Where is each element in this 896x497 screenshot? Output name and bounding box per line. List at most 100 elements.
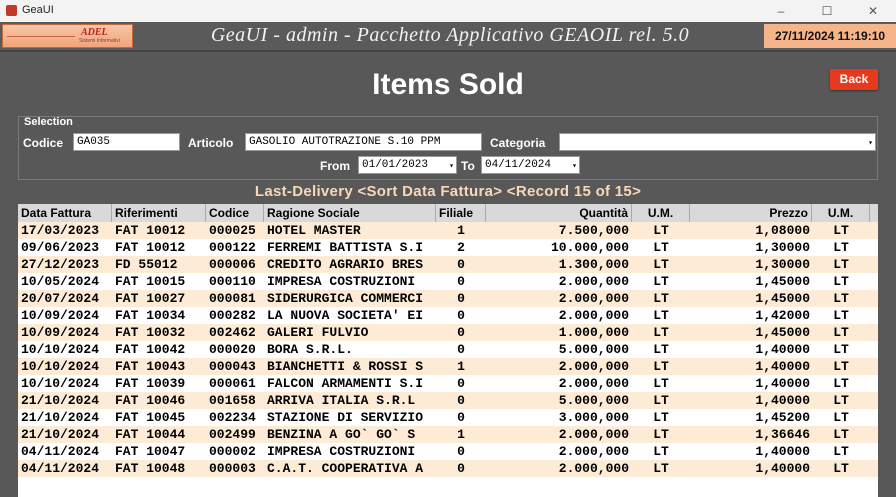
cell-um-quantita: LT (653, 325, 669, 340)
cell-um-prezzo: LT (833, 376, 849, 391)
cell-riferimenti: FAT 10012 (115, 223, 186, 238)
table-row[interactable]: 10/09/2024 FAT 10034 000282 LA NUOVA SOCIET… (18, 307, 878, 324)
cell-filiale: 0 (457, 291, 465, 306)
cell-um-prezzo: LT (833, 325, 849, 340)
cell-quantita: 5.000,000 (558, 342, 629, 357)
table-body: 17/03/2023 FAT 10012 000025 HOTEL MASTER 1 7.… (18, 222, 878, 477)
table-row[interactable]: 04/11/2024 FAT 10047 000002 IMPRESA COSTRUZ… (18, 443, 878, 460)
categoria-label: Categoria (490, 136, 546, 150)
chevron-down-icon[interactable]: ▾ (868, 139, 873, 148)
cell-riferimenti: FAT 10032 (115, 325, 186, 340)
table-row[interactable]: 10/10/2024 FAT 10039 000061 FALCON ARMAMENT… (18, 375, 878, 392)
back-button[interactable]: Back (830, 69, 878, 90)
cell-codice: 000002 (209, 444, 256, 459)
table-row[interactable]: 10/09/2024 FAT 10032 002462 GALERI FULVIO 0 1… (18, 324, 878, 341)
table-row[interactable]: 04/11/2024 FAT 10048 000003 C.A.T. COOPERAT… (18, 460, 878, 477)
cell-ragione-sociale: IMPRESA COSTRUZIONI (267, 444, 416, 459)
cell-prezzo: 1,40000 (755, 461, 810, 476)
to-label: To (461, 159, 475, 173)
cell-quantita: 2.000,000 (558, 427, 629, 442)
maximize-button[interactable]: ☐ (821, 4, 833, 18)
cell-um-prezzo: LT (833, 291, 849, 306)
cell-filiale: 0 (457, 257, 465, 272)
col-header-codice[interactable]: Codice (206, 204, 264, 222)
col-header-prezzo[interactable]: Prezzo (690, 204, 812, 222)
from-date-picker[interactable]: 01/01/2023 ▾ (358, 156, 457, 174)
cell-riferimenti: FAT 10012 (115, 240, 186, 255)
table-row[interactable]: 17/03/2023 FAT 10012 000025 HOTEL MASTER 1 7.… (18, 222, 878, 239)
cell-riferimenti: FAT 10046 (115, 393, 186, 408)
table-row[interactable]: 21/10/2024 FAT 10045 002234 STAZIONE DI SER… (18, 409, 878, 426)
app-icon (6, 5, 17, 16)
cell-um-quantita: LT (653, 427, 669, 442)
cell-um-quantita: LT (653, 308, 669, 323)
cell-um-prezzo: LT (833, 461, 849, 476)
cell-prezzo: 1,40000 (755, 393, 810, 408)
cell-quantita: 2.000,000 (558, 291, 629, 306)
cell-data-fattura: 21/10/2024 (21, 410, 100, 425)
cell-data-fattura: 10/09/2024 (21, 325, 100, 340)
cell-filiale: 1 (457, 223, 465, 238)
minimize-button[interactable]: – (777, 4, 785, 18)
cell-ragione-sociale: HOTEL MASTER (267, 223, 361, 238)
cell-prezzo: 1,45000 (755, 291, 810, 306)
selection-legend: Selection (24, 116, 73, 128)
table-row[interactable]: 21/10/2024 FAT 10044 002499 BENZINA A GO` G… (18, 426, 878, 443)
cell-um-quantita: LT (653, 223, 669, 238)
table-row[interactable]: 10/05/2024 FAT 10015 000110 IMPRESA COSTRUZ… (18, 273, 878, 290)
cell-riferimenti: FAT 10027 (115, 291, 186, 306)
cell-codice: 000081 (209, 291, 256, 306)
table-row[interactable]: 20/07/2024 FAT 10027 000081 SIDERURGICA COM… (18, 290, 878, 307)
cell-prezzo: 1,30000 (755, 257, 810, 272)
col-header-um-quantita[interactable]: U.M. (632, 204, 690, 222)
cell-um-prezzo: LT (833, 427, 849, 442)
col-header-filiale[interactable]: Filiale (436, 204, 486, 222)
cell-quantita: 2.000,000 (558, 274, 629, 289)
cell-um-quantita: LT (653, 461, 669, 476)
col-header-um-prezzo[interactable]: U.M. (812, 204, 870, 222)
cell-um-prezzo: LT (833, 342, 849, 357)
cell-ragione-sociale: FERREMI BATTISTA S.I (267, 240, 424, 255)
cell-um-prezzo: LT (833, 444, 849, 459)
cell-codice: 002499 (209, 427, 256, 442)
cell-data-fattura: 10/10/2024 (21, 376, 100, 391)
cell-riferimenti: FAT 10048 (115, 461, 186, 476)
col-header-ragione-sociale[interactable]: Ragione Sociale (264, 204, 436, 222)
cell-quantita: 5.000,000 (558, 393, 629, 408)
company-logo: ADEL Sistemi Informativi (2, 24, 133, 48)
table-row[interactable]: 10/10/2024 FAT 10042 000020 BORA S.R.L. 0 5.0… (18, 341, 878, 358)
cell-um-quantita: LT (653, 342, 669, 357)
cell-um-quantita: LT (653, 410, 669, 425)
cell-codice: 001658 (209, 393, 256, 408)
articolo-field[interactable]: GASOLIO AUTOTRAZIONE S.10 PPM (245, 133, 482, 151)
page-title: Items Sold (372, 68, 524, 101)
table-row[interactable]: 21/10/2024 FAT 10046 001658 ARRIVA ITALIA S… (18, 392, 878, 409)
banner-title: GeaUI - admin - Pacchetto Applicativo GE… (210, 24, 690, 46)
cell-um-prezzo: LT (833, 410, 849, 425)
to-date-picker[interactable]: 04/11/2024 ▾ (481, 156, 580, 174)
cell-codice: 002234 (209, 410, 256, 425)
close-button[interactable]: ✕ (867, 4, 879, 18)
col-header-quantita[interactable]: Quantità (486, 204, 632, 222)
col-header-riferimenti[interactable]: Riferimenti (112, 204, 206, 222)
chevron-down-icon[interactable]: ▾ (572, 162, 577, 171)
categoria-select[interactable]: ▾ (559, 133, 876, 151)
cell-codice: 000043 (209, 359, 256, 374)
col-header-data-fattura[interactable]: Data Fattura (18, 204, 112, 222)
articolo-label: Articolo (188, 136, 234, 150)
cell-data-fattura: 04/11/2024 (21, 444, 100, 459)
table-row[interactable]: 10/10/2024 FAT 10043 000043 BIANCHETTI & RO… (18, 358, 878, 375)
cell-quantita: 2.000,000 (558, 308, 629, 323)
cell-quantita: 10.000,000 (550, 240, 629, 255)
cell-filiale: 0 (457, 325, 465, 340)
cell-prezzo: 1,08000 (755, 223, 810, 238)
cell-ragione-sociale: BENZINA A GO` GO` S (267, 427, 416, 442)
cell-um-prezzo: LT (833, 223, 849, 238)
cell-prezzo: 1,30000 (755, 240, 810, 255)
codice-field[interactable]: GA035 (73, 133, 180, 151)
cell-codice: 000006 (209, 257, 256, 272)
table-row[interactable]: 27/12/2023 FD 55012 000006 CREDITO AGRARIO … (18, 256, 878, 273)
table-row[interactable]: 09/06/2023 FAT 10012 000122 FERREMI BATTIST… (18, 239, 878, 256)
from-label: From (320, 159, 350, 173)
chevron-down-icon[interactable]: ▾ (449, 162, 454, 171)
